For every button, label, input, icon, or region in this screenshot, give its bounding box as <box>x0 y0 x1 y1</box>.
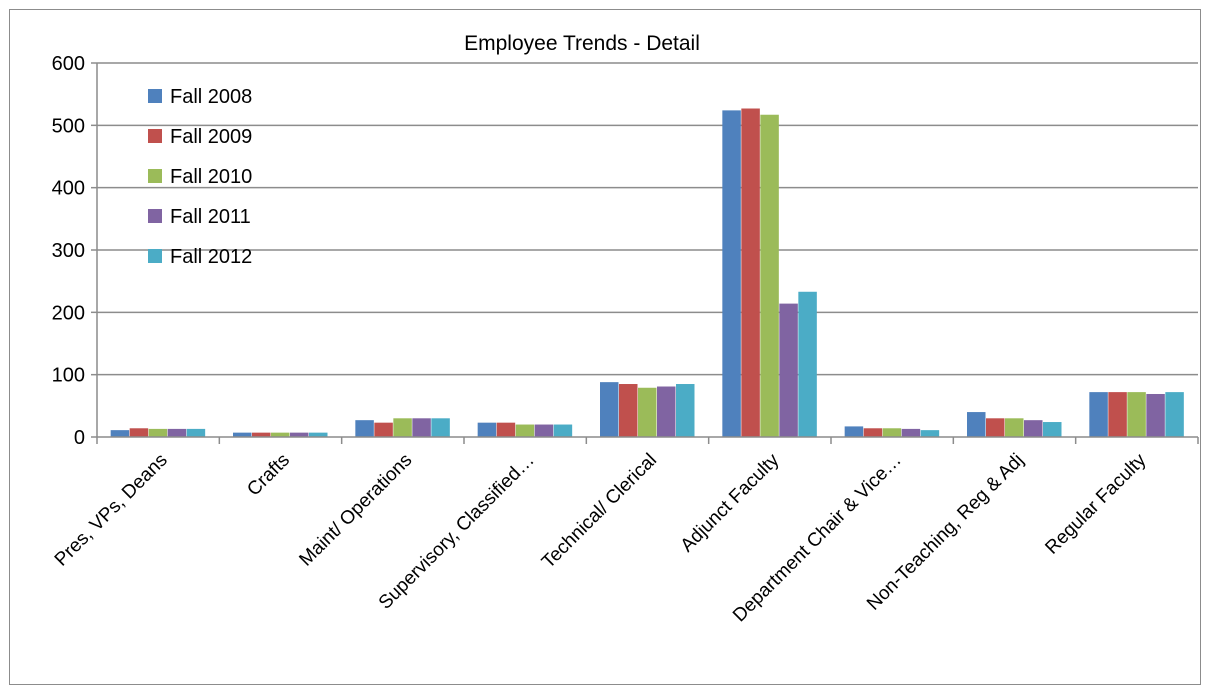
legend-swatch <box>148 89 162 103</box>
legend-swatch <box>148 209 162 223</box>
bar-fall-2011 <box>657 386 676 437</box>
bar-fall-2011 <box>901 428 921 437</box>
bar-fall-2012 <box>553 424 573 437</box>
bar-fall-2012 <box>309 432 328 437</box>
legend-swatch <box>148 169 162 183</box>
bar-fall-2009 <box>986 418 1005 437</box>
x-category-label: Crafts <box>243 450 294 501</box>
bar-fall-2009 <box>1108 392 1127 437</box>
bar-fall-2011 <box>1146 393 1165 437</box>
bar-fall-2011 <box>1024 420 1043 437</box>
axes <box>96 63 1199 444</box>
x-category-label: Pres, VPs, Deans <box>51 450 172 571</box>
bar-fall-2009 <box>252 432 271 437</box>
bar-fall-2008 <box>1089 392 1108 437</box>
bar-fall-2012 <box>1043 422 1062 437</box>
legend-label: Fall 2011 <box>170 206 251 228</box>
bar-fall-2009 <box>374 422 393 437</box>
bar-fall-2009 <box>619 384 638 437</box>
y-axis-tick-labels: 0 100 200 300 400 500 600 <box>52 53 85 449</box>
y-tick-label: 500 <box>52 115 85 137</box>
bar-fall-2010 <box>882 428 902 437</box>
y-tick-label: 300 <box>52 240 85 262</box>
bar-fall-2010 <box>760 114 779 437</box>
bar-fall-2008 <box>233 432 252 437</box>
bars <box>110 108 1184 438</box>
x-category-label: Regular Faculty <box>1041 449 1150 558</box>
bar-fall-2008 <box>967 412 986 437</box>
bar-fall-2010 <box>1127 392 1146 437</box>
bar-fall-2010 <box>393 418 412 437</box>
bar-fall-2008 <box>110 430 130 437</box>
bar-fall-2010 <box>1005 418 1024 437</box>
bar-fall-2008 <box>477 422 497 437</box>
legend: Fall 2008 Fall 2009 Fall 2010 Fall 2011 Fall… <box>148 86 252 268</box>
x-category-label: Adjunct Faculty <box>677 449 784 556</box>
chart-title: Employee Trends - Detail <box>464 32 700 55</box>
legend-swatch <box>148 249 162 263</box>
bar-fall-2011 <box>412 418 431 437</box>
bar-fall-2012 <box>798 291 817 437</box>
gridlines <box>91 62 1198 438</box>
legend-label: Fall 2008 <box>170 86 252 108</box>
bar-fall-2008 <box>355 420 374 437</box>
bar-fall-2010 <box>148 428 168 437</box>
bar-fall-2010 <box>638 387 657 437</box>
bar-fall-2009 <box>741 108 760 438</box>
legend-swatch <box>148 129 162 143</box>
legend-label: Fall 2009 <box>170 126 252 148</box>
bar-fall-2012 <box>676 384 695 437</box>
bar-fall-2012 <box>1165 392 1184 437</box>
chart-area <box>9 9 1201 685</box>
bar-fall-2009 <box>129 428 149 437</box>
bar-fall-2012 <box>920 430 940 437</box>
legend-label: Fall 2010 <box>170 166 252 188</box>
x-category-label: Technical/ Clerical <box>538 450 661 573</box>
bar-fall-2011 <box>779 303 798 437</box>
bar-fall-2010 <box>271 432 290 437</box>
bar-fall-2008 <box>844 426 864 437</box>
y-tick-label: 0 <box>74 427 85 449</box>
x-category-label: Maint/ Operations <box>295 450 416 571</box>
y-tick-label: 400 <box>52 178 85 200</box>
x-axis-category-labels: Pres, VPs, Deans Crafts Maint/ OperationsS… <box>51 449 1151 626</box>
bar-fall-2008 <box>600 382 619 437</box>
bar-fall-2009 <box>863 428 883 437</box>
bar-fall-2008 <box>722 110 741 437</box>
bar-fall-2011 <box>534 424 554 437</box>
bar-fall-2012 <box>186 428 206 437</box>
y-tick-label: 600 <box>52 53 85 75</box>
bar-fall-2011 <box>167 428 187 437</box>
legend-label: Fall 2012 <box>170 246 252 268</box>
bar-fall-2011 <box>290 432 309 437</box>
bar-fall-2012 <box>431 418 450 437</box>
bar-fall-2009 <box>496 422 516 437</box>
y-tick-label: 200 <box>52 302 85 324</box>
y-tick-label: 100 <box>52 365 85 387</box>
bar-fall-2010 <box>515 424 535 437</box>
